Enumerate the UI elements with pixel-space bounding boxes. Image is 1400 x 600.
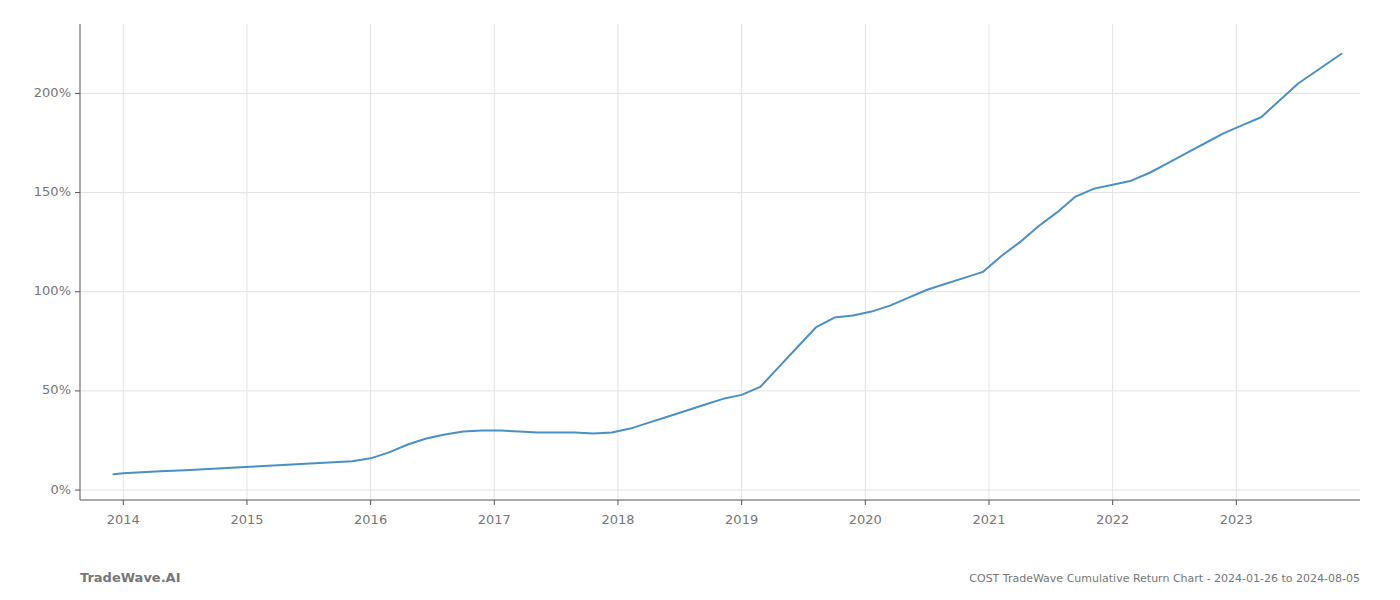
grid-line-y	[80, 93, 1360, 94]
x-tick	[988, 500, 989, 505]
x-tick-label: 2022	[1096, 512, 1129, 527]
plot-data	[113, 54, 1341, 474]
x-tick	[617, 500, 618, 505]
grid-line-x	[741, 24, 742, 500]
grid-line-x	[494, 24, 495, 500]
x-tick	[494, 500, 495, 505]
x-tick-label: 2016	[354, 512, 387, 527]
footer: TradeWave.AI COST TradeWave Cumulative Re…	[80, 570, 1360, 585]
y-tick	[75, 390, 80, 391]
x-tick	[123, 500, 124, 505]
x-tick	[1112, 500, 1113, 505]
x-axis-line	[80, 500, 1360, 501]
x-tick-label: 2017	[478, 512, 511, 527]
x-tick	[865, 500, 866, 505]
x-tick-label: 2020	[849, 512, 882, 527]
y-axis-line	[80, 24, 81, 500]
y-tick	[75, 291, 80, 292]
grid-line-y	[80, 390, 1360, 391]
y-tick	[75, 93, 80, 94]
grid-line-y	[80, 291, 1360, 292]
y-tick	[75, 192, 80, 193]
y-tick-label: 100%	[34, 283, 71, 298]
y-tick-label: 0%	[50, 482, 71, 497]
x-tick	[741, 500, 742, 505]
grid-line-x	[865, 24, 866, 500]
y-tick-label: 200%	[34, 85, 71, 100]
grid	[80, 24, 1360, 500]
x-tick-label: 2018	[601, 512, 634, 527]
watermark: TradeWave.AI	[80, 570, 181, 585]
grid-line-x	[617, 24, 618, 500]
y-tick	[75, 490, 80, 491]
x-tick-label: 2019	[725, 512, 758, 527]
grid-line-x	[370, 24, 371, 500]
grid-line-x	[1236, 24, 1237, 500]
chart: 0% 50% 100% 150% 200% 2014 2015 2016 2017 2018 201…	[0, 0, 1400, 600]
background	[0, 0, 1400, 600]
axes: 0% 50% 100% 150% 200% 2014 2015 2016 2017 2018 201…	[34, 24, 1360, 527]
x-tick-label: 2021	[972, 512, 1005, 527]
y-tick-label: 150%	[34, 184, 71, 199]
x-tick	[370, 500, 371, 505]
title: COST TradeWave Cumulative Return Chart -…	[969, 572, 1360, 585]
grid-line-x	[1112, 24, 1113, 500]
grid-line-x	[246, 24, 247, 500]
x-tick-label: 2015	[230, 512, 263, 527]
grid-line-y	[80, 192, 1360, 193]
x-tick	[246, 500, 247, 505]
x-tick-label: 2014	[107, 512, 140, 527]
grid-line-x	[988, 24, 989, 500]
grid-line-x	[123, 24, 124, 500]
grid-line-y	[80, 490, 1360, 491]
x-tick-label: 2023	[1220, 512, 1253, 527]
x-tick	[1236, 500, 1237, 505]
y-tick-label: 50%	[42, 382, 71, 397]
line	[113, 54, 1341, 474]
